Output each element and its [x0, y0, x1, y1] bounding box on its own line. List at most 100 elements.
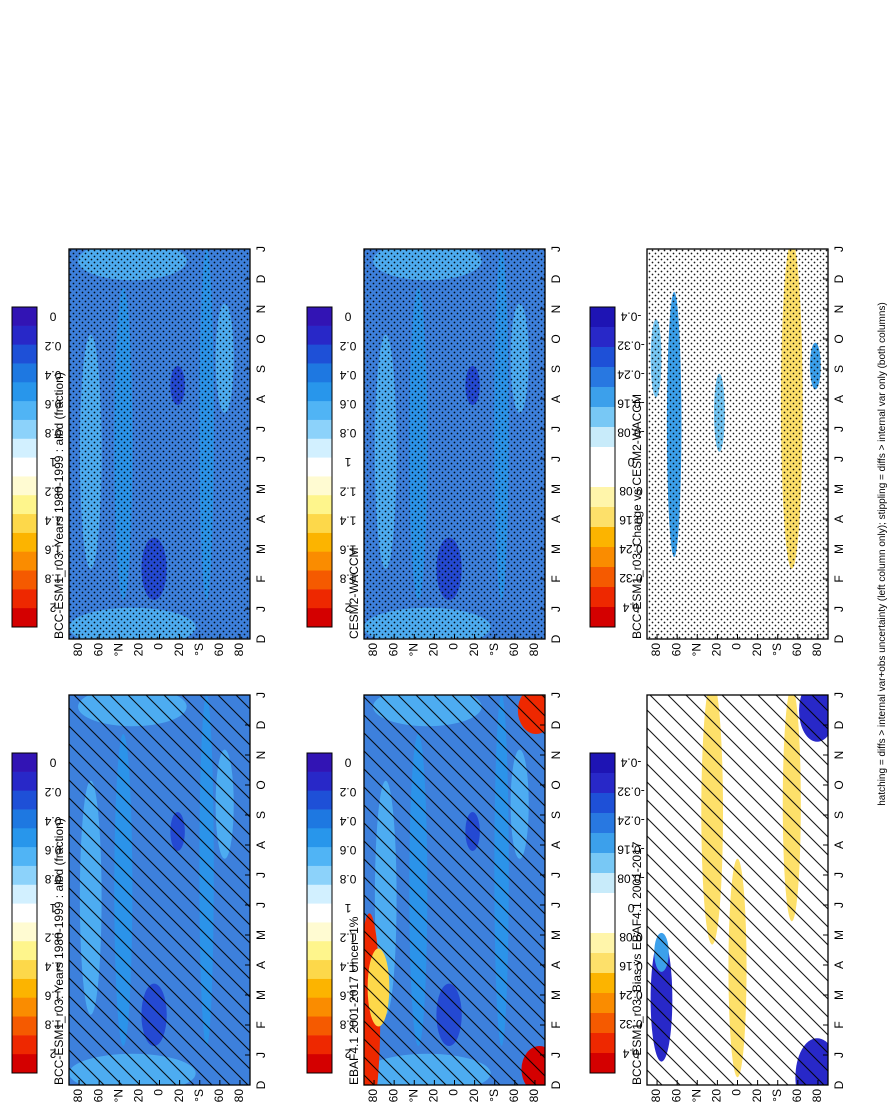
colorbar-swatch — [307, 940, 332, 961]
colorbar-swatch — [12, 551, 37, 571]
colorbar-swatch — [12, 363, 37, 383]
y-tick-label: °N — [111, 643, 125, 656]
colorbar-swatch — [590, 852, 615, 873]
y-tick-label: 0 — [152, 1089, 166, 1096]
colorbar-swatch — [307, 419, 332, 439]
colorbar-tick-label: 0 — [49, 310, 56, 324]
colorbar-tick-label: -0.16 — [617, 397, 645, 411]
x-tick-label: N — [254, 751, 268, 760]
colorbar-swatch — [590, 406, 615, 427]
y-tick-label: 80 — [232, 1089, 246, 1103]
colorbar-tick-label: 0.2 — [44, 339, 61, 353]
y-tick-label: 60 — [386, 1089, 400, 1103]
x-tick-label: M — [832, 544, 846, 554]
colorbar-tick-label: 1.2 — [44, 484, 61, 498]
x-tick-label: A — [549, 961, 563, 969]
x-tick-label: O — [254, 780, 268, 789]
colorbar-tick-label: 1.8 — [339, 572, 356, 586]
colorbar-tick-label: 0.6 — [44, 843, 61, 857]
x-tick-label: D — [549, 720, 563, 729]
colorbar-swatch — [307, 306, 332, 326]
heatmap-contours — [69, 249, 250, 639]
x-tick-label: S — [832, 811, 846, 819]
x-tick-label: D — [832, 634, 846, 643]
x-tick-label: N — [254, 305, 268, 314]
colorbar-swatch — [590, 912, 615, 933]
y-tick-label: 20 — [132, 1089, 146, 1103]
colorbar-swatch — [12, 570, 37, 590]
x-tick-label: J — [549, 606, 563, 612]
y-tick-label: 80 — [366, 643, 380, 657]
colorbar-frame — [589, 306, 616, 628]
colorbar-swatch — [307, 1016, 332, 1036]
colorbar-swatch — [590, 586, 615, 607]
y-tick-label: °S — [192, 1089, 206, 1102]
colorbar-tick-label: 1 — [49, 901, 56, 915]
significance-overlay — [647, 249, 828, 639]
colorbar-swatch — [12, 419, 37, 439]
colorbar-tick-label: 0.08 — [619, 930, 643, 944]
colorbar-swatch — [12, 457, 37, 477]
x-tick-label: D — [254, 634, 268, 643]
colorbar-swatch — [307, 570, 332, 590]
x-tick-label: S — [832, 365, 846, 373]
colorbar-swatch — [307, 827, 332, 848]
x-tick-label: A — [549, 395, 563, 403]
y-tick-label: °N — [689, 1089, 703, 1102]
x-tick-label: J — [254, 426, 268, 432]
y-tick-label: 80 — [71, 1089, 85, 1103]
colorbar-frame — [11, 752, 38, 1074]
x-tick-label: D — [254, 274, 268, 283]
colorbar-tick-label: 0.6 — [44, 397, 61, 411]
colorbar-tick-label: 1.2 — [339, 930, 356, 944]
x-tick-label: M — [254, 544, 268, 554]
colorbar-tick-label: 2 — [49, 1047, 56, 1061]
x-tick-label: J — [254, 902, 268, 908]
y-tick-label: 0 — [730, 1089, 744, 1096]
panel-title: EBAF4.1 2001-2017 Uncer=1% — [347, 916, 361, 1085]
y-tick-label: 80 — [527, 643, 541, 657]
colorbar-swatch — [12, 476, 37, 496]
colorbar-swatch — [590, 386, 615, 407]
colorbar-tick-label: 1.4 — [44, 513, 61, 527]
x-tick-label: A — [832, 515, 846, 523]
colorbar-swatch — [307, 922, 332, 942]
x-tick-label: A — [832, 395, 846, 403]
x-tick-label: M — [254, 484, 268, 494]
heatmap-contours — [364, 249, 545, 639]
colorbar-swatch — [307, 607, 332, 627]
x-tick-label: J — [254, 456, 268, 462]
colorbar-tick-label: 0.6 — [339, 843, 356, 857]
colorbar-swatch — [12, 922, 37, 942]
y-tick-label: °S — [770, 643, 784, 656]
colorbar-tick-label: 0.2 — [44, 785, 61, 799]
x-tick-label: J — [254, 692, 268, 698]
y-tick-label: 60 — [91, 643, 105, 657]
colorbar-tick-label: 1.4 — [339, 513, 356, 527]
colorbar-tick-label: 0.4 — [44, 368, 61, 382]
colorbar-tick-label: 0.32 — [619, 571, 643, 585]
colorbar-swatch — [307, 1053, 332, 1073]
y-tick-label: 0 — [730, 643, 744, 650]
colorbar-tick-label: 0.8 — [339, 426, 356, 440]
colorbar-swatch — [12, 940, 37, 961]
colorbar-tick-label: 2 — [344, 601, 351, 615]
heatmap-contours — [647, 249, 828, 639]
colorbar-tick-label: 0.2 — [339, 785, 356, 799]
colorbar-swatch — [590, 366, 615, 387]
colorbar-swatch — [307, 513, 332, 533]
colorbar-swatch — [590, 832, 615, 853]
x-tick-label: J — [832, 902, 846, 908]
colorbar-swatch — [590, 546, 615, 567]
heatmap-contours — [647, 695, 828, 1085]
chart-panel-3: 2 1.8 1.6 1.4 1.2 1 0.8 0.6 0.4 0.2 0 CESM2-WACCM D J… — [306, 246, 563, 657]
colorbar-swatch — [307, 551, 332, 571]
x-tick-label: F — [832, 575, 846, 582]
colorbar-swatch — [12, 344, 37, 364]
colorbar-swatch — [307, 438, 332, 458]
significance-overlay — [69, 249, 250, 639]
colorbar-swatch — [307, 476, 332, 496]
colorbar-swatch — [12, 532, 37, 552]
colorbar-swatch — [12, 771, 37, 791]
